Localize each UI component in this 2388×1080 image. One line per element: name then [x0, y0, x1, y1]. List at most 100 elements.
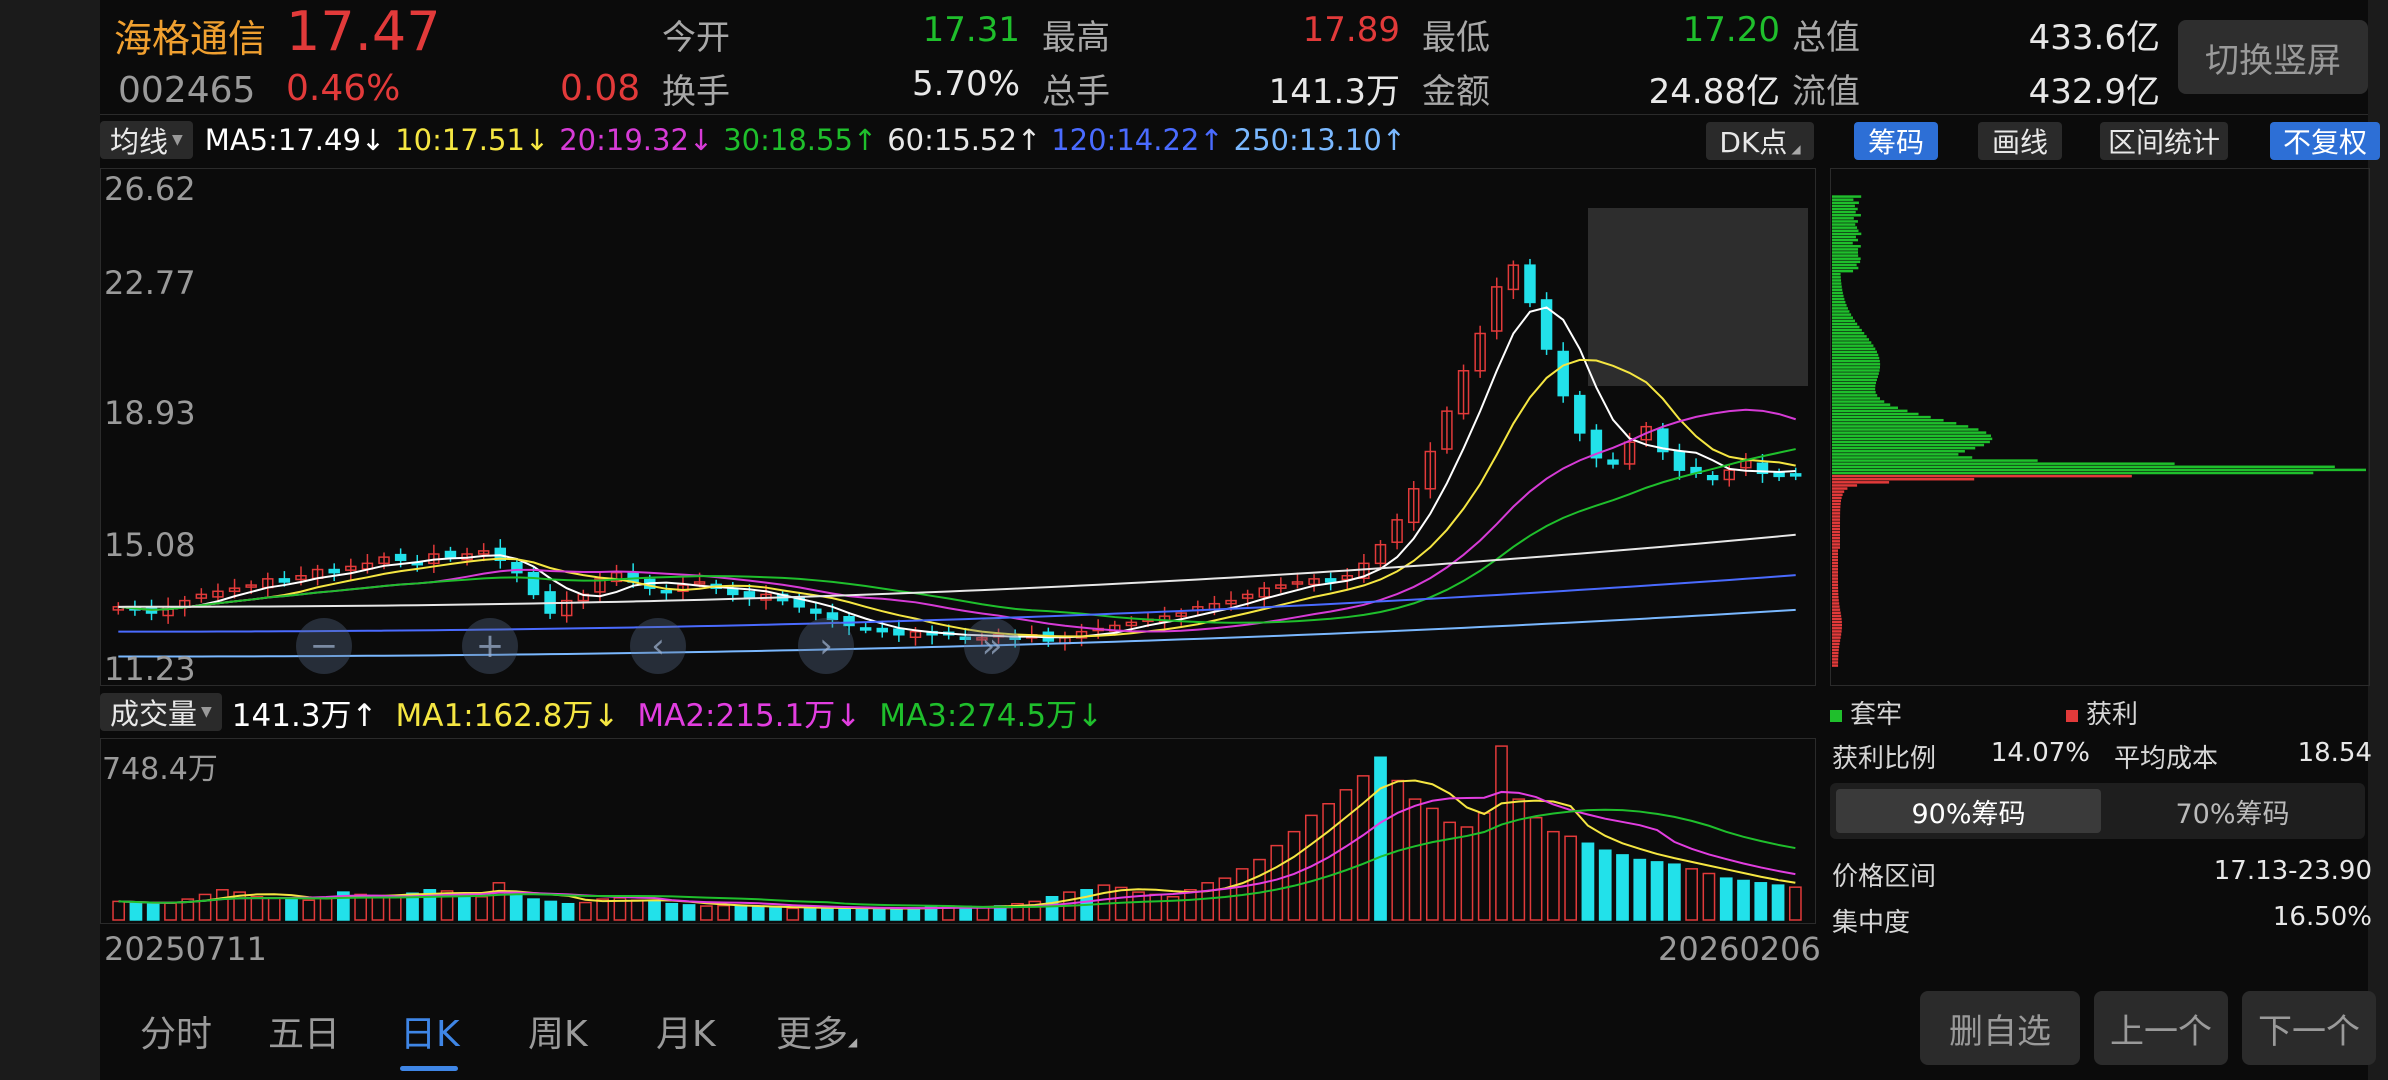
- chip-bar: [1832, 639, 1840, 642]
- chip-bar: [1832, 428, 1978, 431]
- volume-bar: [804, 907, 815, 920]
- tab-monthly-k[interactable]: 月K: [656, 1005, 716, 1057]
- chip-bar: [1832, 450, 1965, 453]
- tab-more[interactable]: 更多◢: [776, 1005, 857, 1057]
- volume-bar: [1548, 832, 1559, 920]
- chip-bar: [1832, 602, 1839, 605]
- tab-weekly-k[interactable]: 周K: [528, 1005, 588, 1057]
- candle-body: [744, 592, 754, 598]
- tab-intraday[interactable]: 分时: [140, 1005, 212, 1057]
- chip-bar: [1832, 391, 1876, 394]
- chip-bar: [1832, 506, 1840, 509]
- chip-bar: [1832, 580, 1838, 583]
- tab-five-day[interactable]: 五日: [268, 1005, 340, 1057]
- active-tab-indicator: [400, 1066, 458, 1071]
- chip-bar: [1832, 599, 1839, 602]
- no-adjust-button[interactable]: 不复权: [2270, 122, 2380, 160]
- tab-chips-90[interactable]: 90%筹码: [1836, 789, 2101, 833]
- chips-button[interactable]: 筹码: [1854, 122, 1938, 160]
- volume-value: 141.3万: [1220, 64, 1400, 113]
- chip-bar: [1832, 264, 1857, 267]
- chip-legend: 套牢: [1830, 694, 1902, 731]
- ma-legend-bar: 均线 ▼ MA5:17.49↓ 10:17.51↓ 20:19.32↓ 30:18…: [100, 118, 1406, 162]
- candle-body: [1525, 265, 1535, 302]
- ma30-value: 30:18.55↑: [723, 123, 877, 157]
- chip-bar: [1832, 388, 1875, 391]
- chip-bar: [1832, 584, 1838, 587]
- volume-bar: [286, 899, 297, 920]
- volume-bar: [1600, 850, 1611, 920]
- chip-bar: [1832, 636, 1841, 639]
- ma-selector-label: 均线: [110, 119, 168, 161]
- chip-bar: [1832, 627, 1842, 630]
- chip-bar: [1832, 400, 1884, 403]
- delete-favorite-button[interactable]: 删自选: [1920, 991, 2080, 1065]
- scroll-left-button[interactable]: ‹: [630, 618, 686, 674]
- vol-ma3-value: MA3:274.5万↓: [879, 690, 1103, 735]
- chip-bar: [1832, 574, 1838, 577]
- chip-bar: [1832, 503, 1841, 506]
- ma-selector[interactable]: 均线 ▼: [100, 121, 193, 159]
- chip-bar: [1832, 562, 1838, 565]
- chip-bar: [1832, 615, 1841, 618]
- zoom-in-button[interactable]: +: [462, 618, 518, 674]
- low-value: 17.20: [1640, 10, 1780, 50]
- switch-portrait-button[interactable]: 切换竖屏: [2178, 20, 2368, 94]
- chip-bar: [1832, 344, 1873, 347]
- next-stock-button[interactable]: 下一个: [2242, 991, 2376, 1065]
- draw-line-button[interactable]: 画线: [1978, 122, 2062, 160]
- chip-bar: [1832, 375, 1878, 378]
- chevron-left-icon: ‹: [651, 626, 665, 666]
- chip-bar: [1832, 289, 1842, 292]
- price-axis-label-4: 11.23: [104, 650, 196, 688]
- volume-bar: [320, 898, 331, 920]
- chip-bar: [1832, 304, 1847, 307]
- scroll-right-button[interactable]: ›: [798, 618, 854, 674]
- chip-bar: [1832, 410, 1907, 413]
- volume-bar: [666, 904, 677, 920]
- price-axis-label-0: 26.62: [104, 170, 196, 208]
- tab-daily-k[interactable]: 日K: [400, 1005, 460, 1057]
- chip-bar: [1832, 612, 1841, 615]
- candle-body: [1791, 474, 1801, 476]
- chip-bar: [1832, 521, 1840, 524]
- volume-bar: [891, 908, 902, 920]
- corner-caret-icon: ◢: [848, 1035, 857, 1049]
- chip-bar: [1832, 646, 1839, 649]
- volume-bar: [1150, 894, 1161, 920]
- chip-bar: [1832, 500, 1841, 503]
- volume-bar: [493, 883, 504, 920]
- volume-selector[interactable]: 成交量 ▼: [100, 693, 222, 731]
- chip-bar: [1832, 478, 1974, 481]
- volume-chart[interactable]: [100, 738, 1814, 922]
- ma30-line: [118, 449, 1795, 623]
- candle-body: [1608, 460, 1618, 464]
- chip-bar: [1832, 357, 1879, 360]
- chip-distribution-chart: [1830, 168, 2368, 684]
- range-stats-button[interactable]: 区间统计: [2100, 122, 2228, 160]
- volume-bar: [718, 906, 729, 920]
- tab-chips-70[interactable]: 70%筹码: [2105, 789, 2360, 833]
- chip-bar: [1832, 239, 1858, 242]
- kline-chart[interactable]: [100, 168, 1814, 684]
- chip-bar: [1832, 394, 1877, 397]
- candle-body: [894, 629, 904, 635]
- left-gutter: [0, 0, 100, 1080]
- stock-price: 17.47: [286, 0, 441, 63]
- chip-bar: [1832, 257, 1861, 260]
- candle-body: [844, 617, 854, 626]
- volume-bar: [199, 894, 210, 920]
- previous-stock-button[interactable]: 上一个: [2094, 991, 2228, 1065]
- float-mv-label: 流值: [1792, 64, 1860, 113]
- volume-bar: [1513, 799, 1524, 920]
- high-label: 最高: [1042, 10, 1110, 59]
- chip-bar: [1832, 621, 1842, 624]
- scroll-end-button[interactable]: »: [964, 618, 1020, 674]
- chip-bar: [1832, 233, 1861, 236]
- chip-bar: [1832, 512, 1840, 515]
- zoom-out-button[interactable]: −: [296, 618, 352, 674]
- chip-bar: [1832, 497, 1842, 500]
- candle-body: [1774, 473, 1784, 476]
- chevron-right-icon: ›: [819, 626, 833, 666]
- dk-point-button[interactable]: DK点 ◢: [1706, 122, 1814, 160]
